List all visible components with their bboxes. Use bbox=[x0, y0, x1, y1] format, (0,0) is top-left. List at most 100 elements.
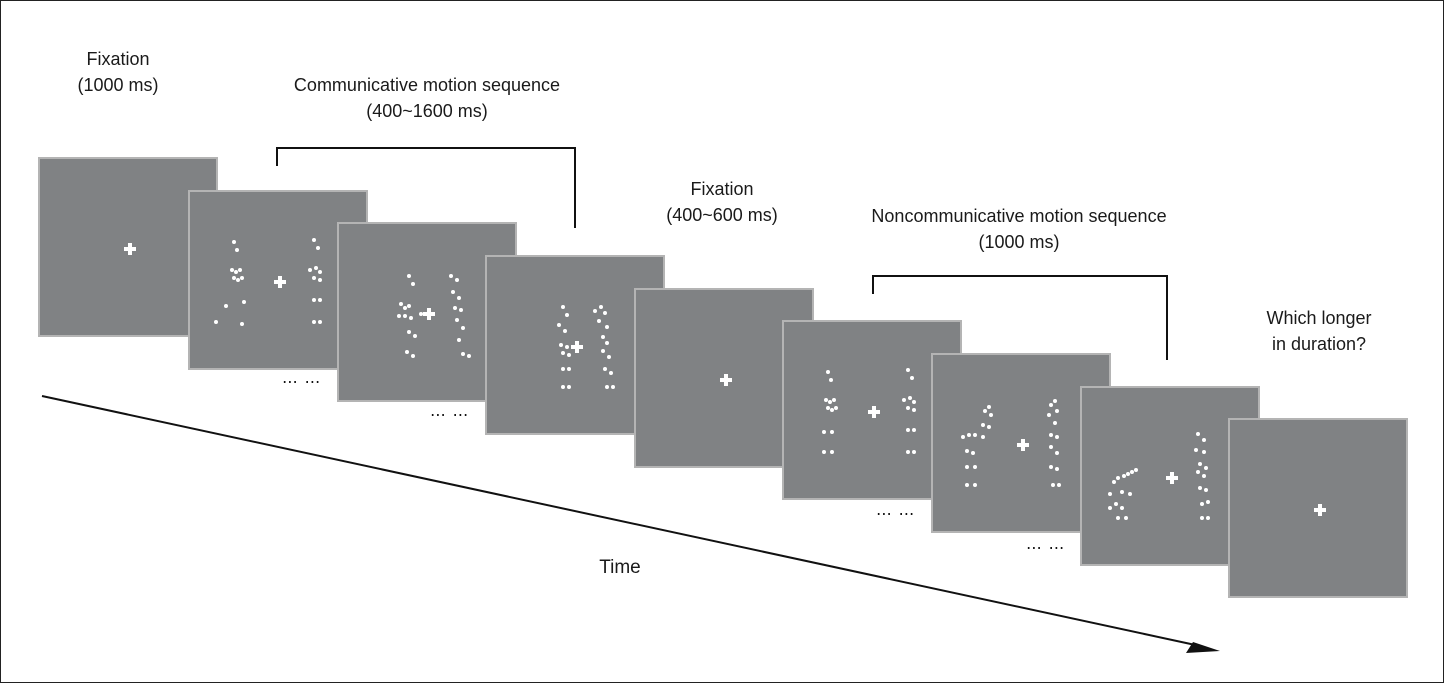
point-light-dot bbox=[318, 270, 322, 274]
point-light-dot bbox=[912, 450, 916, 454]
point-light-dot bbox=[455, 318, 459, 322]
point-light-dot bbox=[567, 385, 571, 389]
point-light-dot bbox=[232, 240, 236, 244]
point-light-dot bbox=[419, 312, 423, 316]
point-light-dot bbox=[605, 341, 609, 345]
point-light-dot bbox=[601, 349, 605, 353]
point-light-dot bbox=[451, 290, 455, 294]
point-light-dot bbox=[906, 450, 910, 454]
point-light-dot bbox=[1202, 474, 1206, 478]
point-light-dot bbox=[973, 483, 977, 487]
point-light-dot bbox=[987, 425, 991, 429]
point-light-dot bbox=[457, 338, 461, 342]
point-light-dot bbox=[571, 345, 575, 349]
point-light-dot bbox=[912, 408, 916, 412]
point-light-dot bbox=[565, 345, 569, 349]
point-light-dot bbox=[1049, 433, 1053, 437]
point-light-dot bbox=[961, 435, 965, 439]
fixation-1-label: Fixation (1000 ms) bbox=[77, 46, 158, 98]
point-light-dot bbox=[912, 400, 916, 404]
point-light-dot bbox=[1120, 506, 1124, 510]
point-light-dot bbox=[1112, 480, 1116, 484]
point-light-dot bbox=[611, 385, 615, 389]
point-light-dot bbox=[605, 385, 609, 389]
fixation-cross bbox=[867, 405, 881, 419]
point-light-dot bbox=[910, 376, 914, 380]
point-light-dot bbox=[459, 308, 463, 312]
point-light-dot bbox=[1055, 435, 1059, 439]
point-light-dot bbox=[236, 278, 240, 282]
point-light-dot bbox=[967, 433, 971, 437]
point-light-dot bbox=[238, 268, 242, 272]
point-light-dot bbox=[908, 396, 912, 400]
point-light-dot bbox=[461, 326, 465, 330]
ellipsis-3: ⋯ ⋯ bbox=[876, 506, 916, 523]
point-light-dot bbox=[312, 298, 316, 302]
fixation-cross bbox=[570, 340, 584, 354]
point-light-dot bbox=[316, 246, 320, 250]
point-light-dot bbox=[1194, 448, 1198, 452]
point-light-dot bbox=[826, 406, 830, 410]
point-light-dot bbox=[214, 320, 218, 324]
point-light-dot bbox=[407, 274, 411, 278]
point-light-dot bbox=[411, 354, 415, 358]
point-light-dot bbox=[1202, 438, 1206, 442]
point-light-dot bbox=[563, 329, 567, 333]
fixation-cross bbox=[1313, 503, 1327, 517]
point-light-dot bbox=[829, 378, 833, 382]
point-light-dot bbox=[983, 409, 987, 413]
point-light-dot bbox=[575, 343, 579, 347]
point-light-dot bbox=[1053, 399, 1057, 403]
noncommunicative-duration: (1000 ms) bbox=[978, 232, 1060, 252]
noncommunicative-bracket bbox=[872, 275, 1168, 360]
point-light-dot bbox=[603, 367, 607, 371]
point-light-dot bbox=[403, 306, 407, 310]
point-light-dot bbox=[965, 449, 969, 453]
point-light-dot bbox=[224, 304, 228, 308]
point-light-dot bbox=[457, 296, 461, 300]
fixation-cross bbox=[273, 275, 287, 289]
point-light-dot bbox=[397, 314, 401, 318]
point-light-dot bbox=[409, 316, 413, 320]
time-arrow-head bbox=[1186, 642, 1220, 653]
point-light-dot bbox=[561, 351, 565, 355]
point-light-dot bbox=[559, 343, 563, 347]
point-light-dot bbox=[234, 270, 238, 274]
point-light-dot bbox=[830, 450, 834, 454]
noncommunicative-label: Noncommunicative motion sequence (1000 m… bbox=[871, 203, 1166, 255]
point-light-dot bbox=[1202, 450, 1206, 454]
point-light-dot bbox=[403, 314, 407, 318]
point-light-dot bbox=[609, 371, 613, 375]
point-light-dot bbox=[832, 398, 836, 402]
point-light-dot bbox=[1051, 483, 1055, 487]
point-light-dot bbox=[826, 370, 830, 374]
point-light-dot bbox=[1196, 470, 1200, 474]
point-light-dot bbox=[557, 323, 561, 327]
fixation-cross bbox=[1016, 438, 1030, 452]
point-light-dot bbox=[1128, 492, 1132, 496]
point-light-dot bbox=[1114, 502, 1118, 506]
time-label: Time bbox=[599, 557, 641, 578]
point-light-dot bbox=[989, 413, 993, 417]
point-light-dot bbox=[561, 305, 565, 309]
point-light-dot bbox=[1204, 466, 1208, 470]
point-light-dot bbox=[607, 355, 611, 359]
point-light-dot bbox=[1108, 492, 1112, 496]
question-label: Which longer in duration? bbox=[1266, 305, 1371, 357]
point-light-dot bbox=[567, 353, 571, 357]
point-light-dot bbox=[1198, 486, 1202, 490]
fixation-1-duration: (1000 ms) bbox=[77, 75, 159, 95]
point-light-dot bbox=[605, 325, 609, 329]
point-light-dot bbox=[1122, 474, 1126, 478]
point-light-dot bbox=[902, 398, 906, 402]
point-light-dot bbox=[405, 350, 409, 354]
point-light-dot bbox=[1116, 476, 1120, 480]
ellipsis-2: ⋯ ⋯ bbox=[430, 407, 470, 424]
point-light-dot bbox=[906, 368, 910, 372]
point-light-dot bbox=[308, 268, 312, 272]
point-light-dot bbox=[1200, 516, 1204, 520]
communicative-bracket bbox=[276, 147, 576, 228]
point-light-dot bbox=[1116, 516, 1120, 520]
point-light-dot bbox=[1120, 490, 1124, 494]
